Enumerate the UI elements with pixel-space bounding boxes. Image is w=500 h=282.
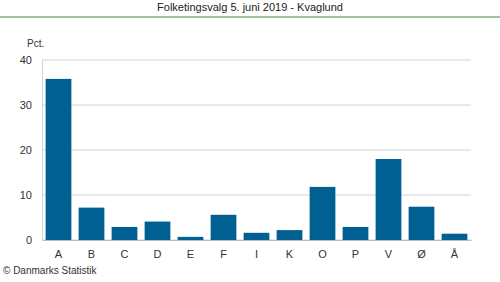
bar [79, 208, 105, 240]
x-tick-label: Å [451, 248, 459, 260]
y-tick: 20 [20, 144, 42, 156]
bar [343, 227, 369, 240]
title: Folketingsvalg 5. juni 2019 - Kvaglund [157, 1, 343, 13]
x-tick-label: D [154, 248, 162, 260]
bar [112, 227, 138, 240]
bar [244, 233, 270, 240]
y-tick: 40 [20, 54, 42, 66]
x-tick: C [121, 240, 129, 260]
x-tick-label: P [352, 248, 359, 260]
bar [211, 215, 237, 240]
bar [145, 222, 171, 240]
x-tick: F [220, 240, 227, 260]
x-tick: V [385, 240, 393, 260]
bar [277, 230, 303, 240]
x-tick-label: C [121, 248, 129, 260]
grid-line [42, 150, 471, 151]
x-tick-label: O [318, 248, 327, 260]
y-tick-label: 40 [20, 54, 32, 66]
grid-line [42, 105, 471, 106]
x-tick: D [154, 240, 162, 260]
x-tick-label: I [255, 248, 258, 260]
bar [46, 79, 72, 240]
grid-line [42, 195, 471, 196]
x-tick-label: V [385, 248, 393, 260]
y-axis-line [42, 61, 43, 241]
x-tick: Å [451, 240, 459, 260]
chart: Folketingsvalg 5. juni 2019 - Kvaglund 0 1… [0, 0, 500, 282]
x-tick: A [55, 240, 63, 260]
title-rule [0, 17, 500, 18]
grid-line [42, 60, 471, 61]
x-tick-label: K [286, 248, 294, 260]
y-tick-label: 30 [20, 99, 32, 111]
x-tick: Ø [417, 240, 426, 260]
x-tick: P [352, 240, 359, 260]
x-axis-line [43, 240, 472, 241]
x-tick-label: Ø [417, 248, 426, 260]
y-axis-title: Pct. [27, 38, 44, 49]
source: © Danmarks Statistik [3, 265, 98, 276]
x-tick: O [318, 240, 327, 260]
y-tick: 30 [20, 99, 42, 111]
y-tick-label: 20 [20, 144, 32, 156]
y-tick-label: 0 [26, 234, 32, 246]
bars [46, 79, 468, 240]
x-tick: K [286, 240, 294, 260]
y-tick-label: 10 [20, 189, 32, 201]
x-tick-label: A [55, 248, 63, 260]
y-axis: 0 10 20 30 40 [20, 54, 43, 246]
x-axis: ABCDEFIKOPVØÅ [43, 240, 472, 260]
x-tick: B [88, 240, 95, 260]
grid [42, 60, 471, 240]
bar [376, 159, 402, 240]
x-tick: E [187, 240, 194, 260]
bar [442, 234, 468, 240]
bar [409, 207, 435, 240]
y-tick: 10 [20, 189, 42, 201]
x-tick-label: B [88, 248, 95, 260]
y-tick: 0 [26, 234, 42, 246]
bar [178, 237, 204, 240]
bar [310, 187, 336, 240]
x-tick-label: E [187, 248, 194, 260]
x-tick-label: F [220, 248, 227, 260]
x-tick: I [255, 240, 258, 260]
